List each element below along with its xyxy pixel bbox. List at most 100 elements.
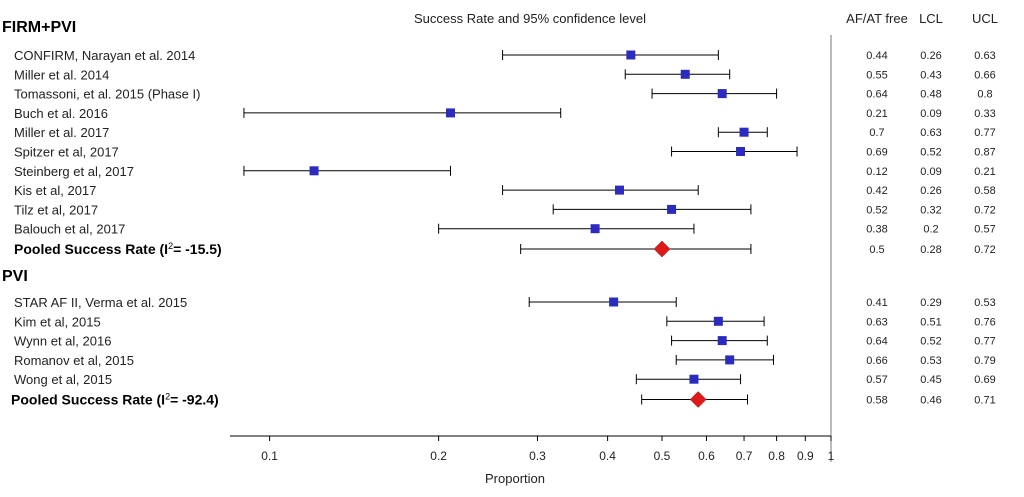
x-tick-label: 0.9 <box>797 449 814 463</box>
value-lcl: 0.32 <box>920 204 941 216</box>
value-af-at-free: 0.38 <box>866 224 887 236</box>
study-label: Miller et al. 2014 <box>14 67 109 82</box>
value-lcl: 0.48 <box>920 89 941 101</box>
study-label: Wong et al, 2015 <box>14 372 112 387</box>
study-estimate-marker <box>736 147 746 156</box>
plot-rows: FIRM+PVI CONFIRM, Narayan et al. 2014 0.44… <box>2 19 996 408</box>
x-tick-label: 0.8 <box>768 449 785 463</box>
study-estimate-marker <box>717 89 727 99</box>
value-lcl: 0.26 <box>920 185 941 197</box>
value-ucl: 0.76 <box>974 316 995 328</box>
value-af-at-free: 0.52 <box>866 204 887 216</box>
study-label: Kim et al, 2015 <box>14 314 101 329</box>
value-af-at-free: 0.64 <box>866 89 887 101</box>
value-af-at-free: 0.21 <box>866 108 887 120</box>
study-estimate-marker <box>739 127 749 137</box>
pooled-value-ucl: 0.71 <box>974 395 995 407</box>
pooled-value-lcl: 0.46 <box>920 395 941 407</box>
study-label: Romanov et al, 2015 <box>14 353 134 368</box>
value-af-at-free: 0.55 <box>866 69 887 81</box>
value-ucl: 0.72 <box>974 204 995 216</box>
column-header-ucl: UCL <box>972 11 998 26</box>
value-ucl: 0.66 <box>974 69 995 81</box>
study-estimate-marker <box>590 224 600 234</box>
x-tick-label: 0.3 <box>529 449 546 463</box>
study-label: Tomassoni, et al. 2015 (Phase I) <box>14 87 200 102</box>
value-af-at-free: 0.66 <box>866 355 887 367</box>
column-header-af-at-free: AF/AT free <box>846 11 908 26</box>
x-tick-label: 0.7 <box>736 449 753 463</box>
study-estimate-marker <box>725 355 735 365</box>
value-ucl: 0.77 <box>974 127 995 139</box>
study-label: CONFIRM, Narayan et al. 2014 <box>14 48 195 63</box>
value-ucl: 0.87 <box>974 147 995 159</box>
value-lcl: 0.63 <box>920 127 941 139</box>
value-af-at-free: 0.57 <box>866 374 887 386</box>
value-lcl: 0.53 <box>920 355 941 367</box>
x-tick-label: 0.4 <box>599 449 616 463</box>
pooled-label: Pooled Success Rate (I2= -92.4) <box>11 392 219 408</box>
chart-title: Success Rate and 95% confidence level <box>414 11 646 26</box>
pooled-value-af-at-free: 0.5 <box>869 244 884 256</box>
pooled-estimate-diamond <box>689 391 707 408</box>
value-ucl: 0.77 <box>974 336 995 348</box>
study-label: Wynn et al, 2016 <box>14 334 111 349</box>
study-estimate-marker <box>446 108 456 118</box>
value-lcl: 0.26 <box>920 50 941 62</box>
pooled-label: Pooled Success Rate (I2= -15.5) <box>14 241 222 257</box>
x-axis-title: Proportion <box>485 471 545 486</box>
value-af-at-free: 0.69 <box>866 147 887 159</box>
value-ucl: 0.21 <box>974 166 995 178</box>
study-estimate-marker <box>309 166 319 176</box>
study-label: STAR AF II, Verma et al. 2015 <box>14 295 187 310</box>
value-ucl: 0.8 <box>977 89 992 101</box>
value-ucl: 0.57 <box>974 224 995 236</box>
study-label: Tilz et al, 2017 <box>14 202 98 217</box>
x-tick-label: 0.2 <box>430 449 447 463</box>
x-tick-label: 1 <box>828 449 835 463</box>
x-axis: 0.1 0.2 0.3 0.4 0.5 0.6 0.7 0.8 0.9 1 <box>230 435 835 463</box>
value-ucl: 0.58 <box>974 185 995 197</box>
value-lcl: 0.29 <box>920 297 941 309</box>
pooled-value-ucl: 0.72 <box>974 244 995 256</box>
x-tick-label: 0.5 <box>654 449 671 463</box>
pooled-value-af-at-free: 0.58 <box>866 395 887 407</box>
study-estimate-marker <box>609 297 619 307</box>
value-lcl: 0.09 <box>920 108 941 120</box>
section-heading: FIRM+PVI <box>2 19 76 36</box>
study-label: Miller et al. 2017 <box>14 125 109 140</box>
study-label: Buch et al. 2016 <box>14 106 108 121</box>
value-lcl: 0.51 <box>920 316 941 328</box>
value-af-at-free: 0.12 <box>866 166 887 178</box>
value-ucl: 0.63 <box>974 50 995 62</box>
study-estimate-marker <box>713 316 723 326</box>
x-tick-label: 0.1 <box>261 449 278 463</box>
value-af-at-free: 0.63 <box>866 316 887 328</box>
column-header-lcl: LCL <box>919 11 943 26</box>
value-af-at-free: 0.44 <box>866 50 887 62</box>
pooled-value-lcl: 0.28 <box>920 244 941 256</box>
study-estimate-marker <box>667 204 677 214</box>
study-label: Kis et al, 2017 <box>14 183 96 198</box>
value-ucl: 0.53 <box>974 297 995 309</box>
value-af-at-free: 0.41 <box>866 297 887 309</box>
x-tick-label: 0.6 <box>698 449 715 463</box>
value-lcl: 0.2 <box>923 224 938 236</box>
section-heading: PVI <box>2 268 28 285</box>
study-label: Balouch et al, 2017 <box>14 222 125 237</box>
value-ucl: 0.69 <box>974 374 995 386</box>
value-lcl: 0.52 <box>920 336 941 348</box>
value-af-at-free: 0.7 <box>869 127 884 139</box>
value-af-at-free: 0.64 <box>866 336 887 348</box>
study-estimate-marker <box>680 69 690 79</box>
study-estimate-marker <box>689 374 699 384</box>
study-label: Steinberg et al, 2017 <box>14 164 134 179</box>
value-ucl: 0.33 <box>974 108 995 120</box>
study-estimate-marker <box>615 185 625 195</box>
value-lcl: 0.43 <box>920 69 941 81</box>
value-lcl: 0.45 <box>920 374 941 386</box>
study-label: Spitzer et al, 2017 <box>14 145 119 160</box>
study-estimate-marker <box>626 50 636 60</box>
